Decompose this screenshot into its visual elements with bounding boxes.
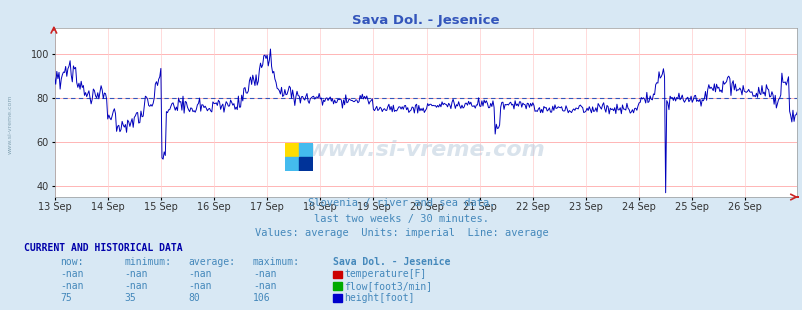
- Bar: [285, 143, 298, 157]
- Text: -nan: -nan: [124, 269, 148, 279]
- Bar: [285, 157, 298, 171]
- Text: -nan: -nan: [188, 269, 212, 279]
- Text: 75: 75: [60, 293, 72, 303]
- Title: Sava Dol. - Jesenice: Sava Dol. - Jesenice: [352, 14, 499, 27]
- Text: -nan: -nan: [188, 281, 212, 291]
- Text: -nan: -nan: [60, 269, 83, 279]
- Text: 35: 35: [124, 293, 136, 303]
- Text: average:: average:: [188, 257, 236, 267]
- Text: minimum:: minimum:: [124, 257, 172, 267]
- Text: Values: average  Units: imperial  Line: average: Values: average Units: imperial Line: av…: [254, 228, 548, 238]
- Text: last two weeks / 30 minutes.: last two weeks / 30 minutes.: [314, 214, 488, 224]
- Text: flow[foot3/min]: flow[foot3/min]: [344, 281, 432, 291]
- Text: now:: now:: [60, 257, 83, 267]
- Text: -nan: -nan: [253, 281, 276, 291]
- Text: maximum:: maximum:: [253, 257, 300, 267]
- Text: -nan: -nan: [60, 281, 83, 291]
- Text: 106: 106: [253, 293, 270, 303]
- Text: -nan: -nan: [124, 281, 148, 291]
- Text: -nan: -nan: [253, 269, 276, 279]
- Text: www.si-vreme.com: www.si-vreme.com: [8, 94, 13, 154]
- Text: height[foot]: height[foot]: [344, 293, 415, 303]
- Text: 80: 80: [188, 293, 200, 303]
- Text: Sava Dol. - Jesenice: Sava Dol. - Jesenice: [333, 257, 450, 267]
- Text: temperature[F]: temperature[F]: [344, 269, 426, 279]
- Text: www.si-vreme.com: www.si-vreme.com: [306, 140, 545, 160]
- Bar: [298, 157, 313, 171]
- Text: CURRENT AND HISTORICAL DATA: CURRENT AND HISTORICAL DATA: [24, 243, 183, 253]
- Bar: [298, 143, 313, 157]
- Text: Slovenia / river and sea data.: Slovenia / river and sea data.: [307, 198, 495, 208]
